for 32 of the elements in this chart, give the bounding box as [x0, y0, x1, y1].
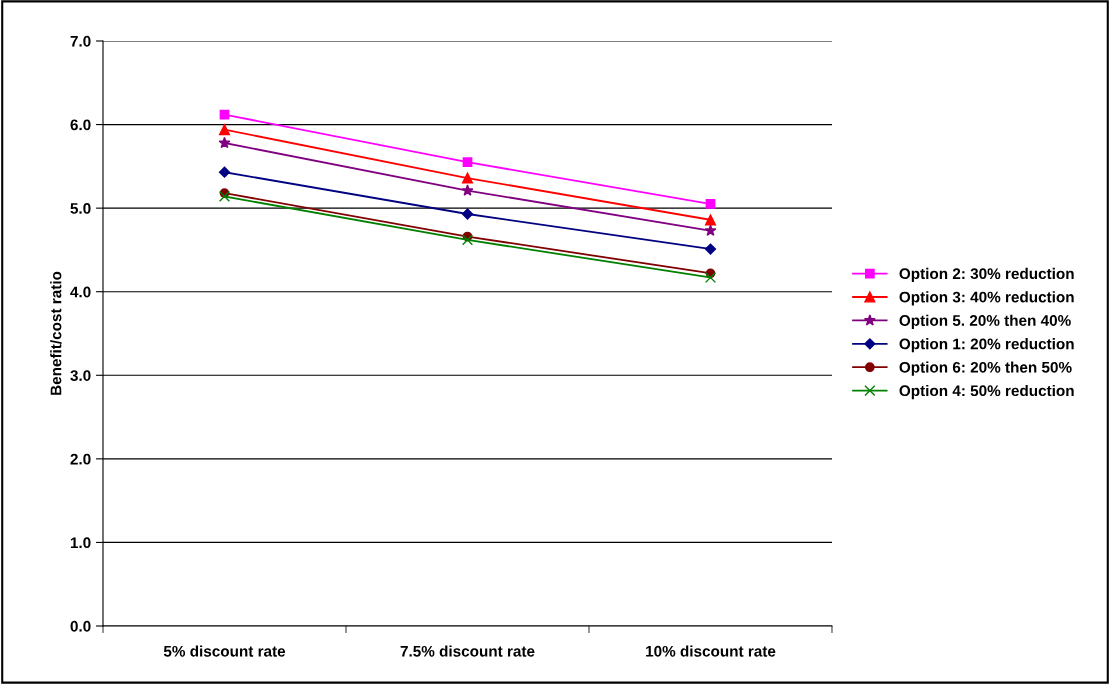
point: [461, 172, 474, 184]
y-tick-label: 2.0: [70, 453, 91, 465]
point: [461, 208, 474, 220]
point: [218, 166, 231, 178]
legend-label: Option 3: 40% reduction: [899, 291, 1074, 306]
y-tick-label: 1.0: [70, 537, 91, 549]
y-tick-label: 4.0: [70, 286, 91, 298]
legend-label: Option 1: 20% reduction: [899, 338, 1074, 353]
point: [462, 157, 473, 168]
point: [705, 199, 716, 209]
point: [704, 243, 717, 255]
legend-label: Option 5. 20% then 40%: [899, 314, 1071, 329]
y-tick-label: 6.0: [70, 119, 91, 131]
point: [218, 124, 231, 136]
y-tick-label: 7.0: [70, 35, 91, 47]
point: [704, 271, 717, 284]
legend-label: Option 4: 50% reduction: [899, 384, 1074, 400]
y-tick-label: 0.0: [70, 620, 91, 632]
x-tick-label: 5% discount rate: [163, 645, 286, 657]
point: [461, 184, 474, 196]
x-tick-label: 7.5% discount rate: [400, 645, 535, 657]
point: [704, 214, 717, 226]
y-tick-label: 5.0: [70, 203, 91, 214]
y-tick-label: 3.0: [70, 370, 91, 381]
legend-label: Option 6: 20% then 50%: [899, 361, 1072, 376]
legend-label: Option 2: 30% reduction: [899, 267, 1074, 283]
point: [218, 136, 231, 149]
y-axis-title: Benefit/cost ratio: [50, 271, 62, 395]
point: [218, 190, 231, 202]
point: [461, 234, 474, 246]
x-tick-label: 10% discount rate: [646, 645, 776, 657]
point: [704, 224, 717, 236]
